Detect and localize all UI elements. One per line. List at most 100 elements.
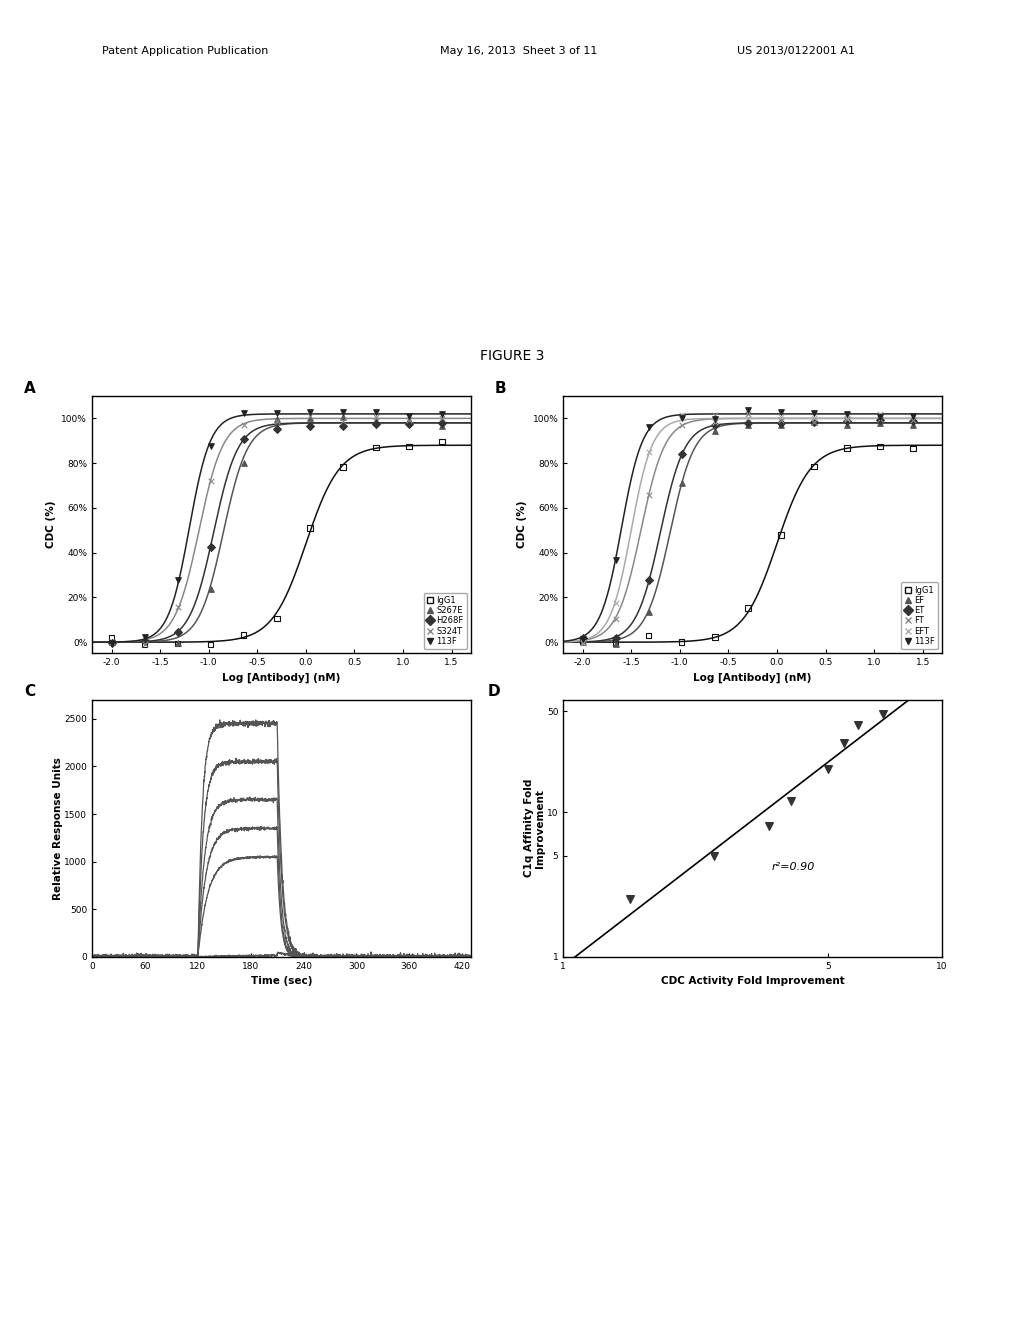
Legend: IgG1, EF, ET, FT, EFT, 113F: IgG1, EF, ET, FT, EFT, 113F [901, 582, 938, 649]
Point [103, 627, 120, 648]
Point [236, 624, 252, 645]
Point [876, 704, 892, 725]
Point [607, 609, 624, 630]
Point [640, 569, 656, 590]
Point [905, 414, 922, 436]
Point [640, 416, 656, 437]
Point [169, 570, 185, 591]
Text: C: C [24, 684, 35, 700]
Point [871, 407, 888, 428]
X-axis label: Time (sec): Time (sec) [251, 977, 312, 986]
Point [739, 598, 756, 619]
Point [806, 412, 822, 433]
Point [707, 627, 723, 648]
Text: FIGURE 3: FIGURE 3 [480, 348, 544, 363]
Point [640, 442, 656, 463]
Point [574, 631, 591, 652]
Point [236, 428, 252, 449]
Point [839, 408, 855, 429]
Point [302, 405, 318, 426]
Y-axis label: CDC (%): CDC (%) [46, 502, 56, 548]
Point [335, 457, 351, 478]
Point [368, 411, 384, 432]
Point [905, 411, 922, 432]
Point [607, 593, 624, 614]
Point [674, 473, 690, 494]
Point [905, 409, 922, 430]
Point [169, 597, 185, 618]
Y-axis label: C1q Affinity Fold
Improvement: C1q Affinity Fold Improvement [524, 779, 546, 878]
Point [236, 403, 252, 424]
Point [574, 628, 591, 649]
Point [871, 412, 888, 433]
Point [607, 550, 624, 572]
Point [136, 628, 153, 649]
Point [169, 632, 185, 653]
Point [622, 888, 638, 909]
Point [400, 409, 417, 430]
Point [103, 632, 120, 653]
Text: US 2013/0122001 A1: US 2013/0122001 A1 [737, 46, 855, 57]
Point [739, 404, 756, 425]
Point [103, 631, 120, 652]
Point [103, 632, 120, 653]
Point [773, 524, 790, 545]
Point [335, 407, 351, 428]
Text: B: B [495, 380, 507, 396]
Point [806, 403, 822, 424]
Point [871, 408, 888, 429]
Point [236, 453, 252, 474]
Point [169, 622, 185, 643]
Point [806, 457, 822, 478]
Point [169, 634, 185, 655]
Point [574, 631, 591, 652]
Point [806, 411, 822, 432]
Point [905, 404, 922, 425]
Point [839, 437, 855, 458]
Point [806, 411, 822, 432]
Point [761, 816, 777, 837]
Point [203, 436, 219, 457]
Point [302, 416, 318, 437]
Point [574, 628, 591, 649]
Point [707, 409, 723, 430]
Point [707, 405, 723, 426]
Point [302, 401, 318, 422]
Point [674, 408, 690, 429]
Point [674, 405, 690, 426]
Point [739, 407, 756, 428]
Point [640, 626, 656, 647]
Point [400, 409, 417, 430]
Point [136, 634, 153, 655]
Point [839, 414, 855, 436]
Point [236, 414, 252, 436]
Point [783, 791, 800, 812]
Point [820, 758, 837, 779]
Point [839, 411, 855, 432]
Point [268, 403, 285, 424]
Point [839, 408, 855, 429]
Point [739, 414, 756, 436]
Point [203, 536, 219, 557]
Point [434, 404, 451, 425]
Point [706, 845, 722, 866]
Point [368, 407, 384, 428]
Point [368, 401, 384, 422]
Point [335, 411, 351, 432]
Text: A: A [24, 380, 36, 396]
Point [871, 409, 888, 430]
Point [773, 413, 790, 434]
Y-axis label: Relative Response Units: Relative Response Units [53, 756, 62, 900]
Point [574, 627, 591, 648]
Point [607, 634, 624, 655]
Point [707, 412, 723, 433]
Point [136, 630, 153, 651]
Point [871, 403, 888, 424]
Point [607, 632, 624, 653]
Point [302, 517, 318, 539]
Point [739, 400, 756, 421]
Point [302, 408, 318, 429]
Text: r²=0.90: r²=0.90 [772, 862, 815, 873]
Point [434, 416, 451, 437]
Point [203, 470, 219, 491]
